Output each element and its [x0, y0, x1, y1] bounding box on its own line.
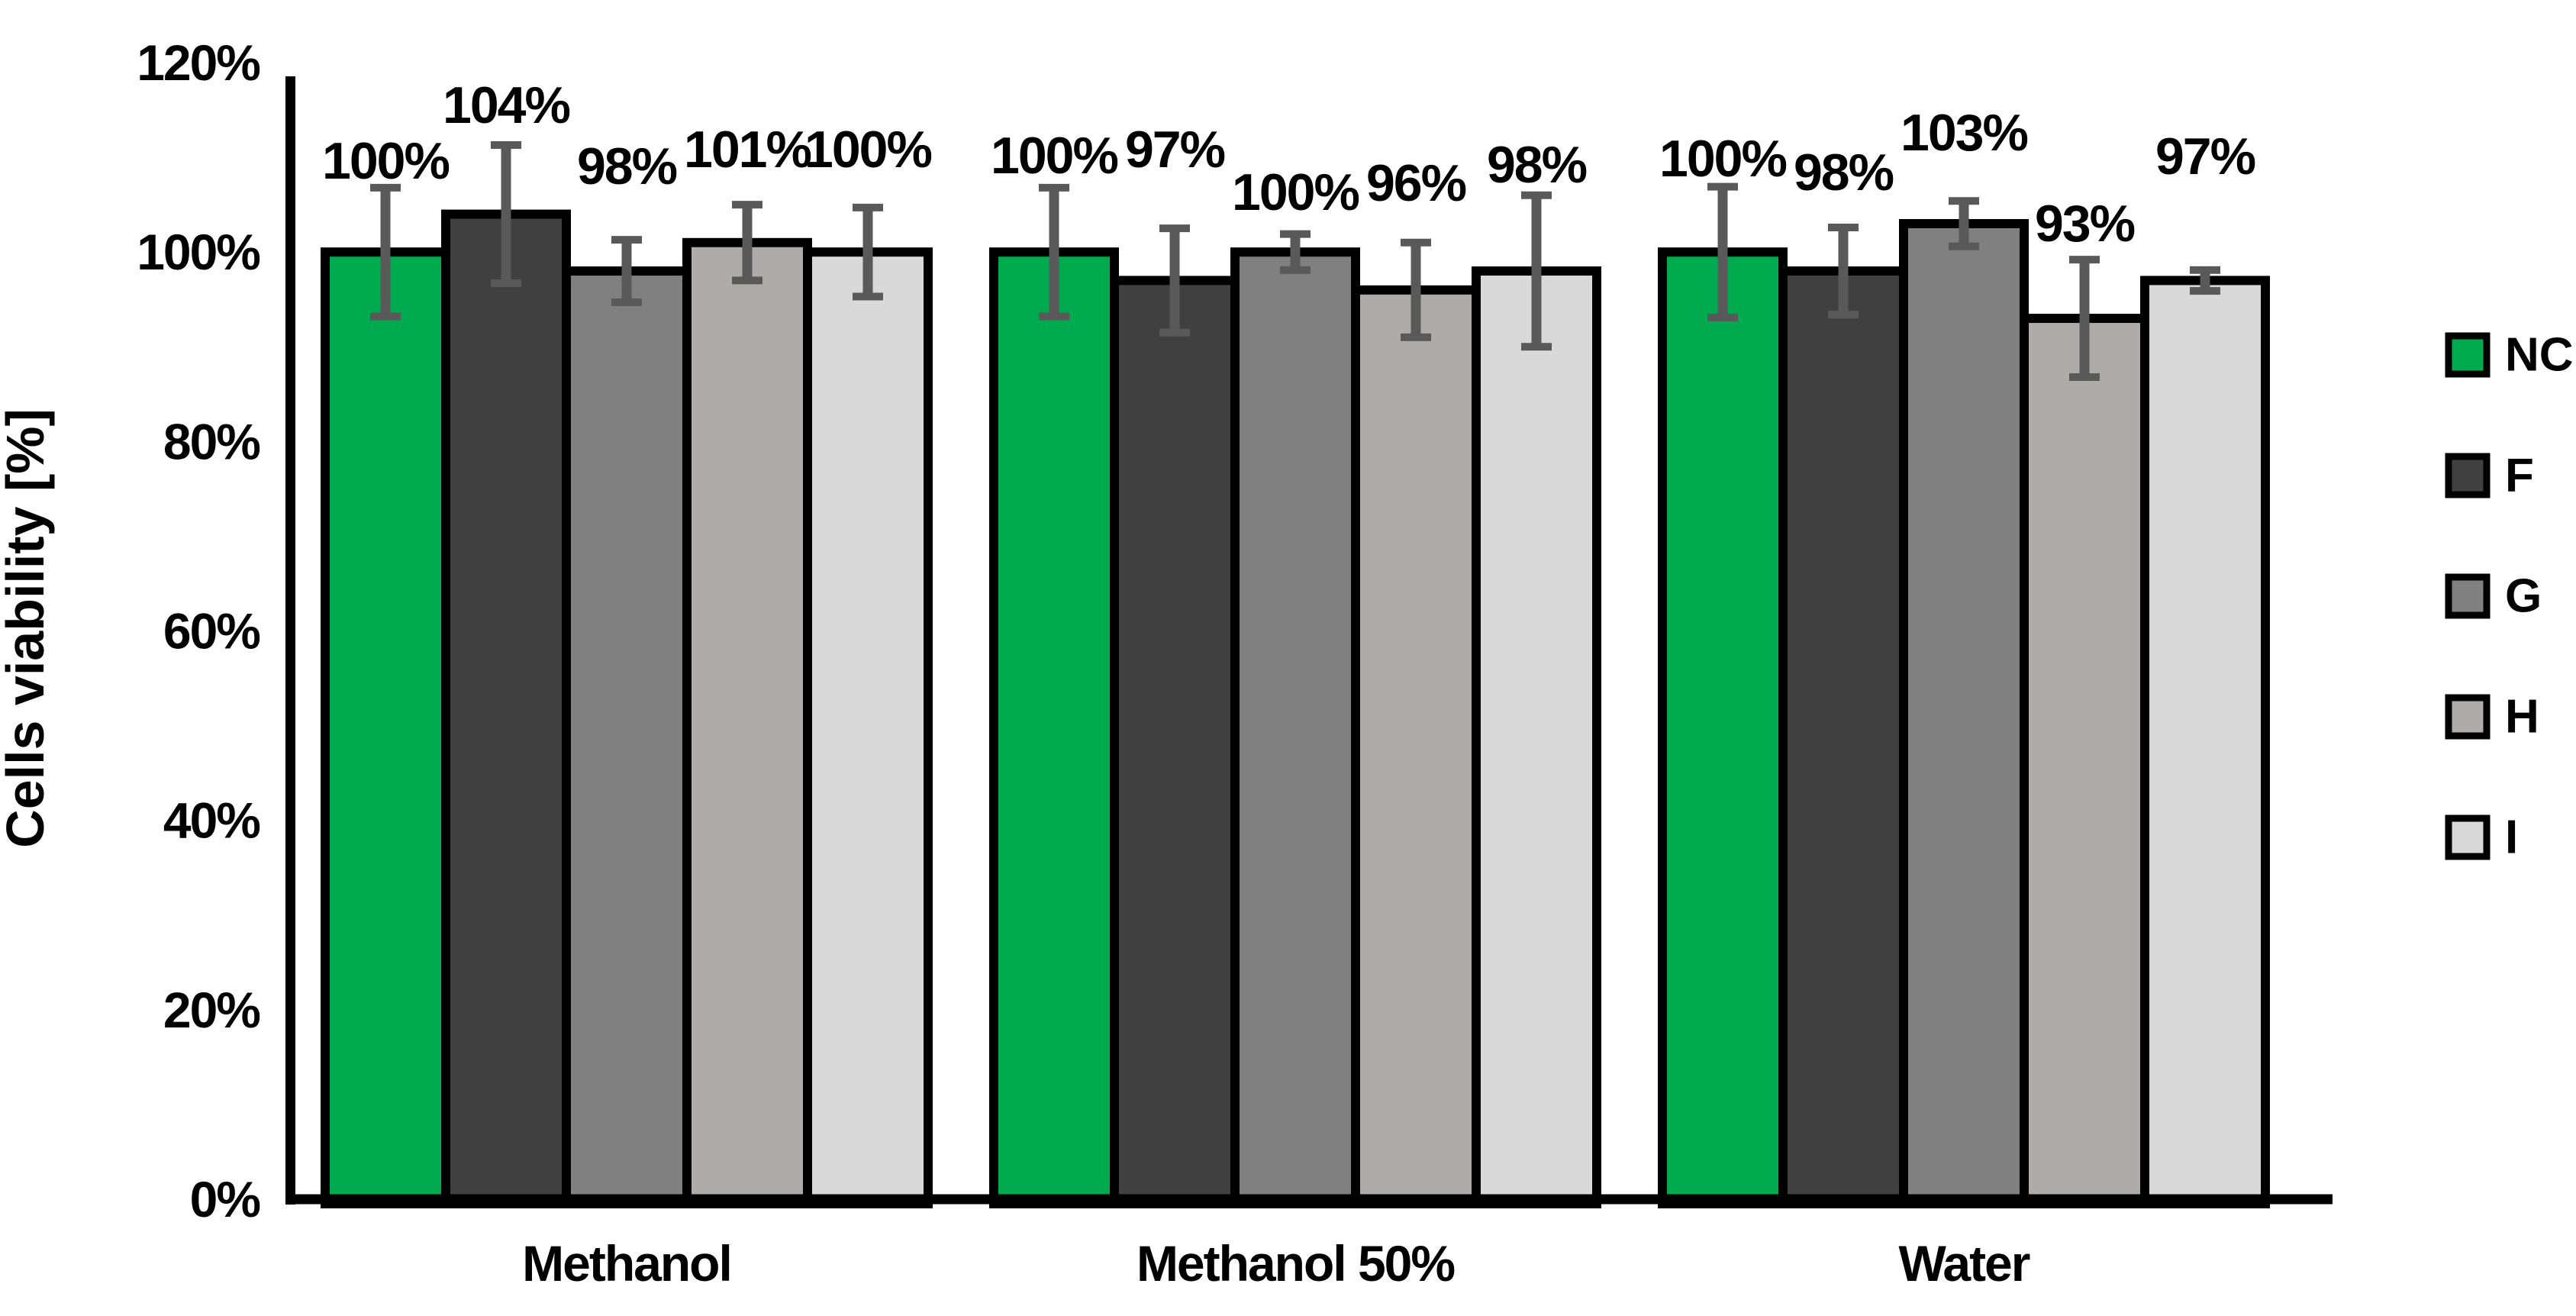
legend-swatch-I	[2445, 814, 2491, 860]
bar-I-water	[2140, 276, 2270, 1209]
bar-G-methanol-50%	[1230, 247, 1360, 1209]
y-axis-title: Cells viability [%]	[0, 408, 55, 848]
value-label-NC-0: 100%	[322, 132, 449, 190]
category-label-methanol-50%: Methanol 50%	[1136, 1235, 1454, 1292]
y-tick-label-40: 40%	[163, 792, 260, 849]
bar-NC-methanol	[321, 247, 450, 1209]
value-label-I-1: 98%	[1487, 136, 1587, 194]
error-bar-NC-2	[1707, 182, 1738, 321]
legend-label-NC: NC	[2505, 329, 2574, 382]
legend-entry-G: G	[2445, 570, 2542, 623]
bar-H-methanol-50%	[1351, 285, 1481, 1208]
bar-I-methanol	[803, 247, 933, 1209]
error-bar-G-0	[611, 236, 642, 306]
tick-labels-layer: 0% 20% 40% 60% 80% 100% 120%	[137, 34, 261, 1227]
legend-entry-F: F	[2445, 450, 2534, 502]
value-label-F-0: 104%	[443, 76, 569, 134]
error-bar-G-1	[1280, 230, 1311, 274]
y-axis-line	[285, 76, 295, 1205]
legend-swatch-G	[2445, 573, 2491, 619]
bars-layer	[321, 209, 2270, 1209]
bar-G-water	[1899, 218, 2029, 1209]
y-tick-label-80: 80%	[163, 413, 260, 469]
legend-swatch-F	[2445, 453, 2491, 498]
legend-label-G: G	[2505, 570, 2542, 623]
bar-G-methanol	[562, 266, 692, 1208]
category-labels-layer: Methanol Methanol 50% Water	[522, 1235, 2032, 1292]
bar-NC-water	[1658, 247, 1788, 1209]
error-bars-layer	[370, 140, 2220, 381]
y-tick-label-0: 0%	[190, 1171, 260, 1227]
error-bar-NC-0	[370, 183, 401, 321]
legend-swatch-H	[2445, 694, 2491, 740]
y-tick-label-120: 120%	[137, 34, 260, 91]
error-bar-F-2	[1828, 223, 1859, 319]
value-label-G-1: 100%	[1232, 163, 1359, 221]
bar-H-water	[2020, 314, 2149, 1208]
error-bar-F-1	[1159, 224, 1190, 337]
category-label-methanol: Methanol	[522, 1235, 731, 1292]
y-tick-label-20: 20%	[163, 982, 260, 1038]
value-label-I-0: 100%	[804, 121, 931, 179]
x-axis-line	[285, 1194, 2333, 1205]
error-bar-I-0	[853, 203, 883, 301]
y-tick-label-100: 100%	[137, 224, 260, 280]
bar-I-methanol-50%	[1472, 266, 1601, 1208]
y-tick-label-60: 60%	[163, 603, 260, 660]
value-label-NC-2: 100%	[1659, 130, 1786, 188]
error-bar-I-2	[2190, 266, 2220, 295]
axis-layer	[285, 76, 2333, 1205]
bar-NC-methanol-50%	[989, 247, 1119, 1209]
error-bar-H-2	[2069, 256, 2100, 381]
legend-entry-NC: NC	[2445, 329, 2574, 382]
bar-F-methanol	[441, 209, 571, 1208]
legend-entry-H: H	[2445, 691, 2539, 743]
value-label-I-2: 97%	[2155, 127, 2255, 185]
error-bar-H-0	[732, 201, 762, 285]
value-labels-layer: 100% 100% 100%104%97% 98%98% 100%103%101%96%…	[322, 76, 2257, 253]
legend-label-H: H	[2505, 691, 2539, 743]
value-label-NC-1: 100%	[991, 127, 1117, 185]
legend: NC F G H I	[2445, 329, 2574, 864]
value-label-F-1: 97%	[1125, 121, 1225, 179]
value-label-G-2: 103%	[1901, 104, 2027, 162]
legend-label-I: I	[2505, 811, 2518, 864]
legend-swatch-NC	[2445, 332, 2491, 378]
value-label-H-2: 93%	[2035, 195, 2135, 253]
bar-F-water	[1778, 266, 1908, 1208]
bar-F-methanol-50%	[1110, 276, 1240, 1209]
category-label-water: Water	[1899, 1235, 2030, 1292]
legend-entry-I: I	[2445, 811, 2518, 864]
legend-label-F: F	[2505, 450, 2534, 502]
value-label-H-0: 101%	[684, 121, 811, 179]
error-bar-H-1	[1401, 238, 1431, 341]
error-bar-F-0	[491, 140, 521, 288]
value-label-G-0: 98%	[577, 137, 677, 195]
value-label-H-1: 96%	[1366, 154, 1466, 212]
error-bar-NC-1	[1039, 183, 1069, 321]
error-bar-G-2	[1949, 197, 1979, 250]
value-label-F-2: 98%	[1794, 144, 1894, 202]
error-bar-I-1	[1521, 191, 1552, 351]
bar-H-methanol	[682, 237, 812, 1208]
